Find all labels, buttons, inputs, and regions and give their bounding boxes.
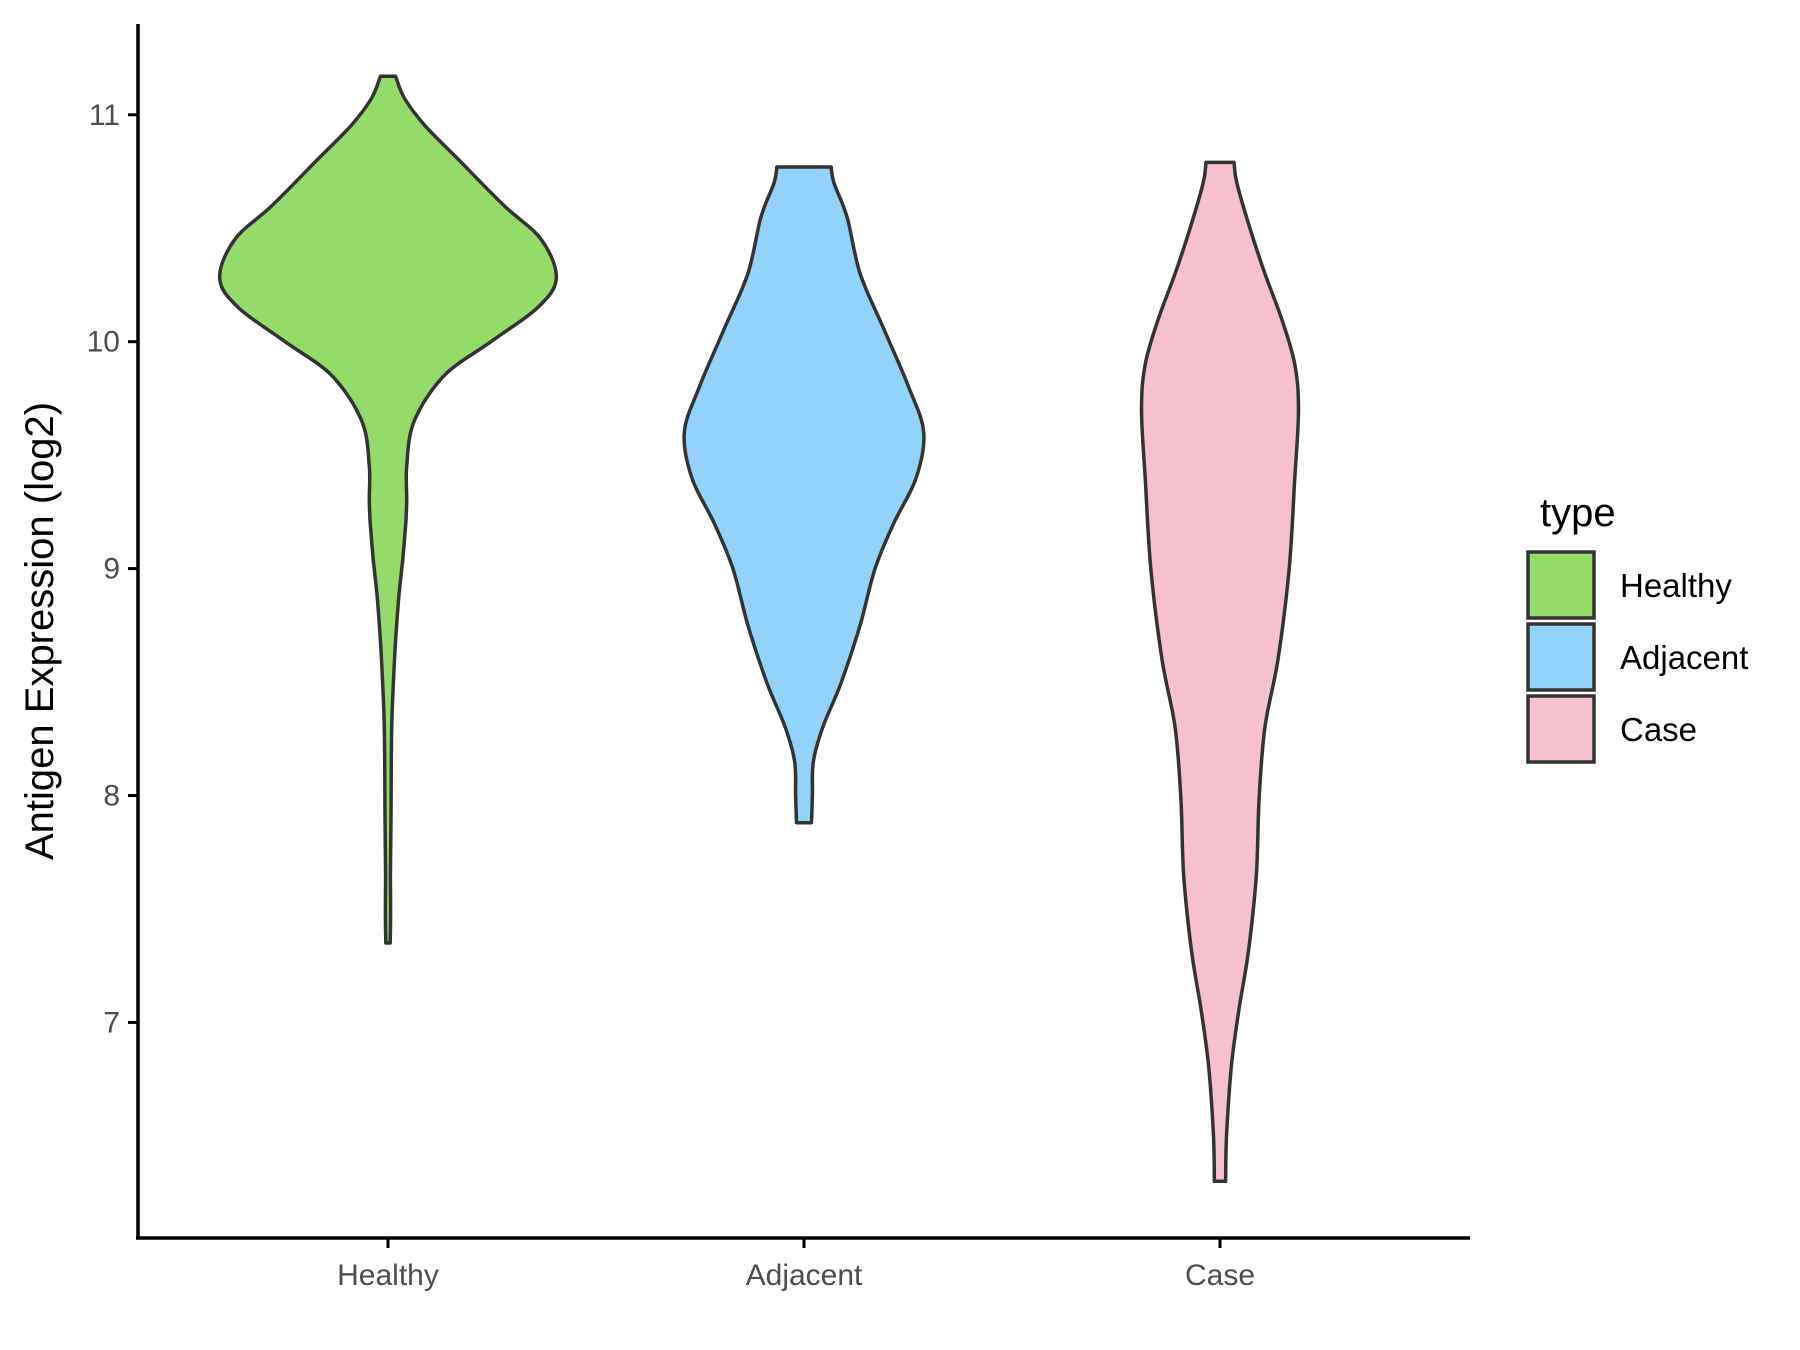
legend-title: type (1540, 491, 1616, 535)
x-tick-label: Case (1185, 1259, 1255, 1292)
y-tick-label: 10 (87, 326, 120, 359)
violin-healthy (217, 74, 559, 945)
legend-key-adjacent (1526, 622, 1596, 692)
legend-key-case (1526, 694, 1596, 764)
y-ticks-group: 7 8 9 10 11 (87, 99, 138, 1039)
legend-items: Healthy Adjacent Case (1526, 550, 1748, 764)
y-axis-title: Antigen Expression (log2) (18, 402, 62, 860)
violin-adjacent (682, 165, 926, 825)
violin-case (1139, 160, 1301, 1184)
x-tick-label: Healthy (337, 1259, 439, 1292)
legend-label: Healthy (1620, 567, 1732, 604)
legend-label: Adjacent (1620, 639, 1748, 676)
legend: type Healthy Adjacent Case (1526, 491, 1748, 764)
legend-label: Case (1620, 711, 1697, 748)
y-tick-label: 11 (89, 99, 120, 132)
y-tick-label: 8 (103, 780, 120, 813)
violins-group (217, 74, 1301, 1184)
y-tick-label: 9 (103, 553, 120, 586)
y-tick-label: 7 (103, 1006, 120, 1039)
x-tick-label: Adjacent (746, 1259, 863, 1292)
x-ticks-group: Healthy Adjacent Case (337, 1238, 1255, 1292)
legend-key-healthy (1526, 550, 1596, 620)
